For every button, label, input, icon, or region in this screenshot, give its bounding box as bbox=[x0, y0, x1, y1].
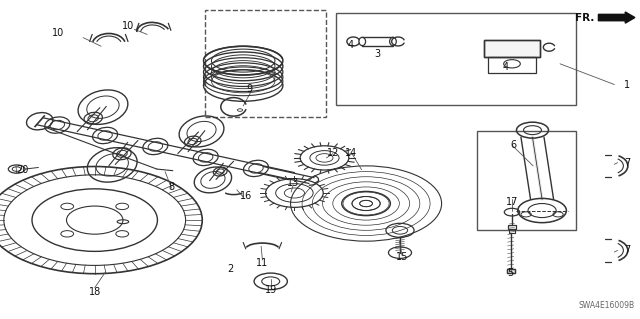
Text: 4: 4 bbox=[348, 40, 354, 50]
Bar bbox=[484, 40, 540, 57]
Text: 6: 6 bbox=[511, 140, 517, 150]
Text: 1: 1 bbox=[624, 79, 630, 90]
FancyArrow shape bbox=[598, 12, 635, 23]
Text: 8: 8 bbox=[168, 182, 175, 192]
Bar bbox=[477, 131, 576, 230]
Bar bbox=[336, 13, 576, 105]
Bar bbox=[488, 57, 536, 73]
Bar bbox=[507, 269, 515, 273]
Bar bbox=[508, 225, 516, 229]
Bar bbox=[484, 40, 540, 57]
Bar bbox=[205, 10, 326, 117]
Text: 15: 15 bbox=[396, 252, 408, 262]
Bar bbox=[509, 229, 515, 233]
Text: 5: 5 bbox=[508, 268, 514, 278]
Text: 9: 9 bbox=[246, 84, 253, 94]
Text: 10: 10 bbox=[122, 20, 134, 31]
Text: 10: 10 bbox=[51, 28, 64, 39]
Text: 16: 16 bbox=[240, 191, 253, 201]
Text: 17: 17 bbox=[506, 197, 518, 207]
Text: 7: 7 bbox=[624, 158, 630, 168]
Text: 19: 19 bbox=[264, 285, 277, 295]
Text: 13: 13 bbox=[287, 178, 300, 189]
Text: 2: 2 bbox=[227, 263, 234, 274]
Text: 20: 20 bbox=[16, 165, 28, 175]
Text: 14: 14 bbox=[344, 148, 357, 158]
Text: 11: 11 bbox=[256, 258, 269, 268]
Bar bbox=[507, 269, 515, 273]
Text: 4: 4 bbox=[502, 62, 509, 72]
Text: 18: 18 bbox=[88, 287, 101, 297]
Text: 12: 12 bbox=[326, 148, 339, 158]
Text: SWA4E16009B: SWA4E16009B bbox=[579, 301, 635, 310]
Text: 3: 3 bbox=[374, 49, 381, 59]
Text: FR.: FR. bbox=[575, 12, 594, 23]
Text: 7: 7 bbox=[624, 245, 630, 256]
